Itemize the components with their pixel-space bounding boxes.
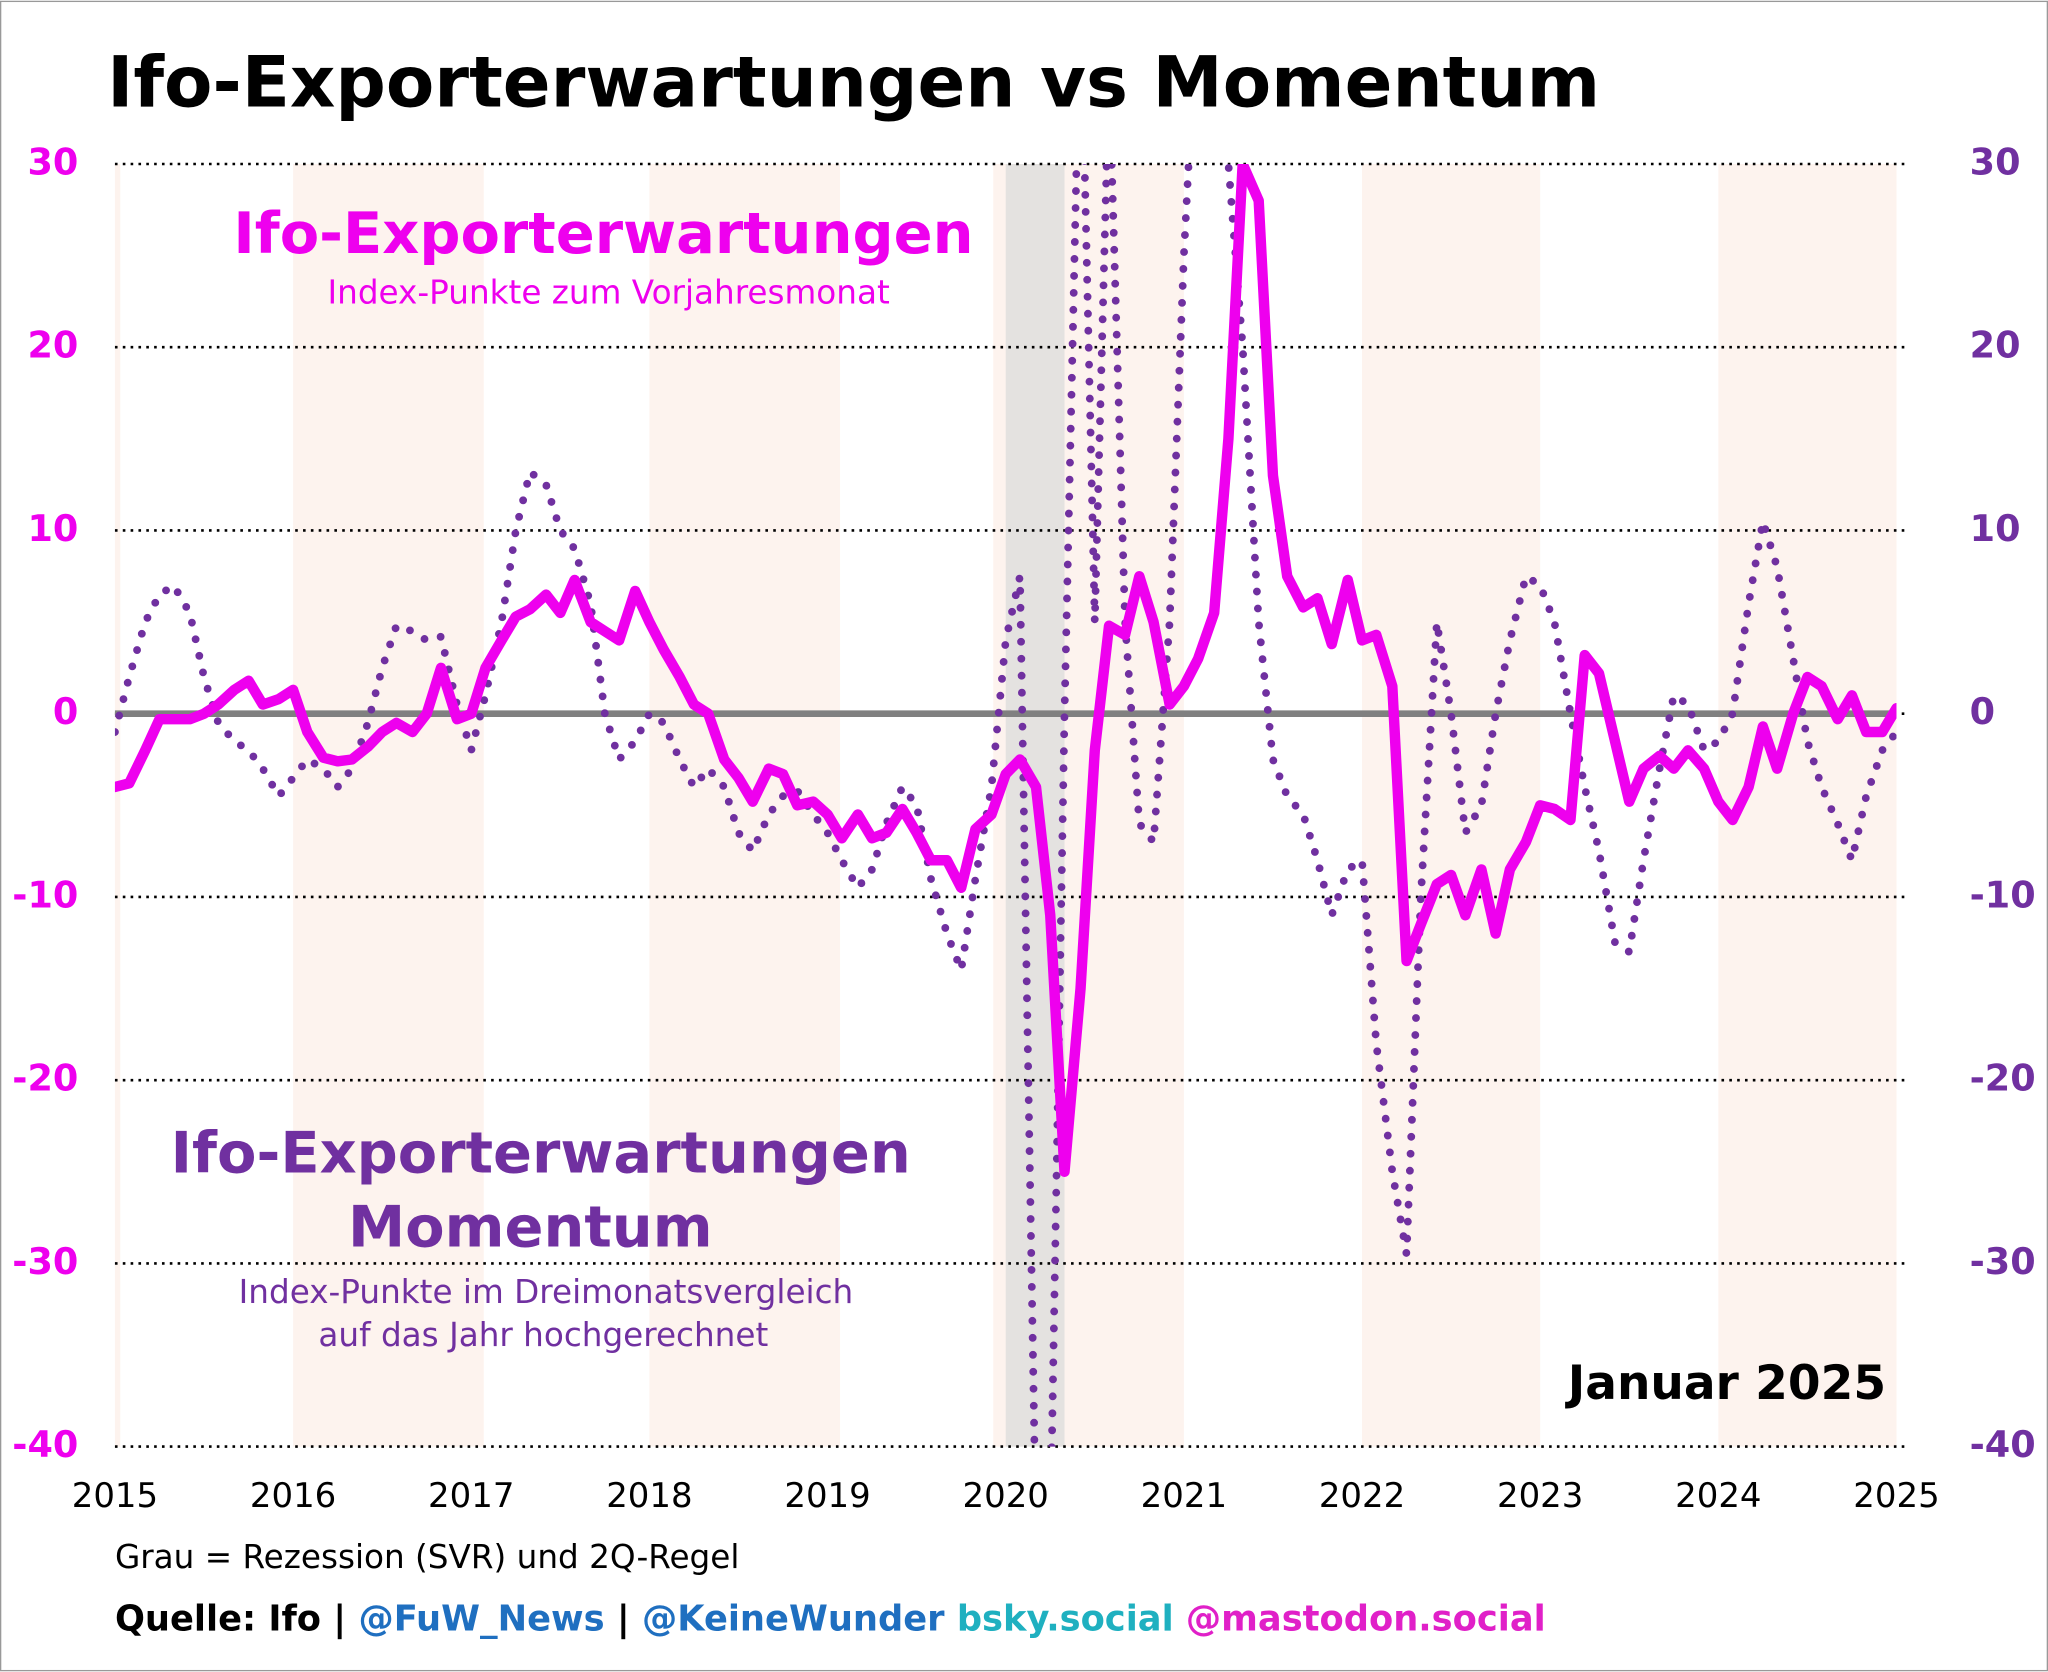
x-tick-label: 2022	[1319, 1476, 1405, 1516]
shaded-band	[114, 164, 121, 1447]
y2-tick-label: 10	[1970, 507, 2021, 550]
source-part: Quelle: Ifo |	[115, 1598, 359, 1639]
source-part: @mastodon.social	[1174, 1598, 1546, 1639]
shaded-band	[1362, 164, 1541, 1447]
y2-tick-label: -30	[1970, 1240, 2036, 1283]
y-tick-label: -20	[12, 1057, 78, 1100]
y-tick-label: 10	[27, 507, 78, 550]
series-line	[114, 164, 1897, 1447]
x-tick-label: 2017	[428, 1476, 514, 1516]
y-tick-label: -10	[12, 873, 78, 916]
x-tick-label: 2023	[1497, 1476, 1583, 1516]
x-tick-label: 2016	[250, 1476, 336, 1516]
y-tick-label: -30	[12, 1240, 78, 1283]
note: Grau = Rezession (SVR) und 2Q-Regel	[115, 1538, 739, 1576]
y2-tick-label: -40	[1970, 1423, 2036, 1466]
series-annotation: Index-Punkte zum Vorjahresmonat	[328, 274, 890, 312]
date-label: Januar 2025	[1565, 1356, 1886, 1411]
source-part: @FuW_News	[358, 1598, 604, 1639]
series-line	[114, 164, 1897, 1177]
x-tick-label: 2019	[784, 1476, 870, 1516]
shaded-band	[1718, 164, 1897, 1447]
series-annotation: Ifo-Exporterwartungen	[233, 200, 973, 267]
series-annotation: Momentum	[348, 1194, 713, 1261]
source: Quelle: Ifo | @FuW_News | @KeineWunder b…	[115, 1598, 1546, 1639]
source-part: @KeineWunder	[642, 1598, 945, 1639]
shaded-band	[293, 164, 484, 1447]
x-tick-label: 2015	[72, 1476, 158, 1516]
series-annotation: Index-Punkte im Dreimonatsvergleich	[239, 1273, 854, 1311]
y2-tick-label: -10	[1970, 873, 2036, 916]
y-tick-label: 20	[27, 324, 78, 367]
source-part: |	[605, 1598, 642, 1639]
x-tick-label: 2024	[1675, 1476, 1761, 1516]
chart-title: Ifo-Exporterwartungen vs Momentum	[107, 41, 1600, 123]
source-part: bsky.social	[945, 1598, 1174, 1639]
x-tick-label: 2025	[1853, 1476, 1939, 1516]
x-tick-label: 2020	[963, 1476, 1049, 1516]
y2-tick-label: -20	[1970, 1057, 2036, 1100]
y2-tick-label: 20	[1970, 324, 2021, 367]
y-tick-label: 30	[27, 141, 78, 184]
series-annotation: auf das Jahr hochgerechnet	[318, 1316, 768, 1354]
x-tick-label: 2021	[1141, 1476, 1227, 1516]
series-annotation: Ifo-Exporterwartungen	[171, 1119, 911, 1186]
y2-tick-label: 0	[1970, 690, 1995, 733]
x-tick-label: 2018	[606, 1476, 692, 1516]
y-tick-label: -40	[12, 1423, 78, 1466]
y-tick-label: 0	[53, 690, 78, 733]
y2-tick-label: 30	[1970, 141, 2021, 184]
